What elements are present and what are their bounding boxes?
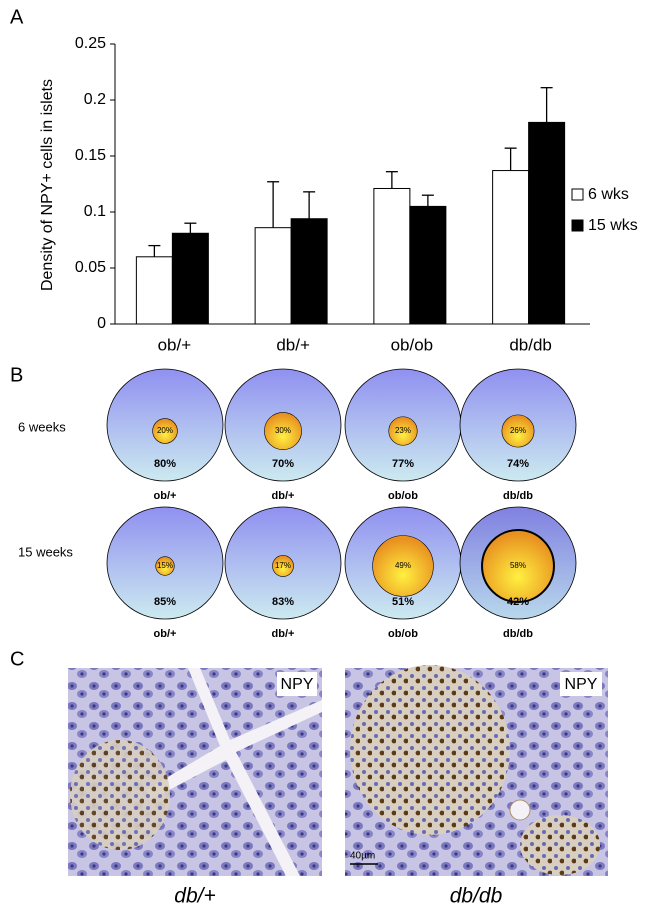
stain-label: NPY: [281, 676, 314, 693]
category-label: ob/ob: [388, 628, 418, 640]
inner-circle: [388, 416, 418, 446]
caption: db/+: [174, 885, 215, 908]
legend-swatch: [571, 219, 584, 232]
bar: [373, 187, 411, 325]
stain-label: NPY: [565, 676, 598, 693]
category-label: db/db: [503, 490, 533, 502]
inner-circle: [152, 418, 178, 444]
category-label: db/db: [503, 628, 533, 640]
label-box: [560, 672, 602, 696]
category-label: ob/+: [154, 490, 177, 502]
inner-label: 20%: [157, 426, 173, 435]
y-tick-label: 0.15: [75, 147, 106, 164]
inner-circle: [155, 556, 175, 576]
y-axis-label: Density of NPY+ cells in islets: [39, 79, 56, 291]
panel-label: A: [10, 6, 24, 28]
bar: [254, 227, 292, 325]
inner-circle: [501, 414, 535, 448]
caption: db/db: [450, 885, 503, 908]
micrograph: [68, 668, 322, 876]
outer-label: 70%: [272, 458, 294, 470]
inner-label: 15%: [157, 561, 173, 570]
inner-circle: [264, 412, 302, 450]
label-box: [277, 672, 317, 696]
inner-label: 26%: [510, 426, 526, 435]
scale-bar-label: 40µm: [350, 851, 375, 862]
bar: [409, 205, 447, 325]
inner-circle: [372, 535, 434, 597]
x-tick-label: ob/ob: [391, 335, 434, 354]
x-tick-label: ob/+: [158, 335, 192, 354]
inner-label: 58%: [510, 561, 526, 570]
outer-label: 42%: [507, 596, 529, 608]
y-tick-label: 0.2: [84, 91, 106, 108]
category-label: ob/+: [154, 628, 177, 640]
y-tick-label: 0: [97, 315, 106, 332]
inner-label: 30%: [275, 426, 291, 435]
bar: [290, 218, 328, 325]
legend-label: 15 wks: [588, 217, 638, 234]
x-tick-label: db/db: [509, 335, 552, 354]
category-label: db/+: [272, 628, 295, 640]
outer-label: 51%: [392, 596, 414, 608]
x-tick-label: db/+: [276, 335, 310, 354]
bar: [135, 256, 173, 325]
category-label: ob/ob: [388, 490, 418, 502]
row-label: 15 weeks: [18, 544, 73, 559]
inner-circle: [272, 555, 294, 577]
bar: [528, 121, 566, 325]
row-label: 6 weeks: [18, 419, 66, 434]
inner-label: 17%: [275, 561, 291, 570]
inner-label: 23%: [395, 426, 411, 435]
bar: [171, 232, 209, 325]
y-tick-label: 0.1: [84, 203, 106, 220]
outer-label: 74%: [507, 458, 529, 470]
outer-label: 83%: [272, 596, 294, 608]
y-tick-label: 0.25: [75, 35, 106, 52]
panel-label: B: [10, 364, 23, 386]
category-label: db/+: [272, 490, 295, 502]
bar: [492, 170, 530, 325]
panel-label: C: [10, 648, 24, 670]
micrograph: [345, 665, 608, 876]
outer-label: 77%: [392, 458, 414, 470]
outer-label: 85%: [154, 596, 176, 608]
legend-swatch: [571, 188, 584, 201]
inner-circle: [481, 529, 555, 603]
legend-label: 6 wks: [588, 186, 629, 203]
inner-label: 49%: [395, 561, 411, 570]
outer-label: 80%: [154, 458, 176, 470]
y-tick-label: 0.05: [75, 259, 106, 276]
